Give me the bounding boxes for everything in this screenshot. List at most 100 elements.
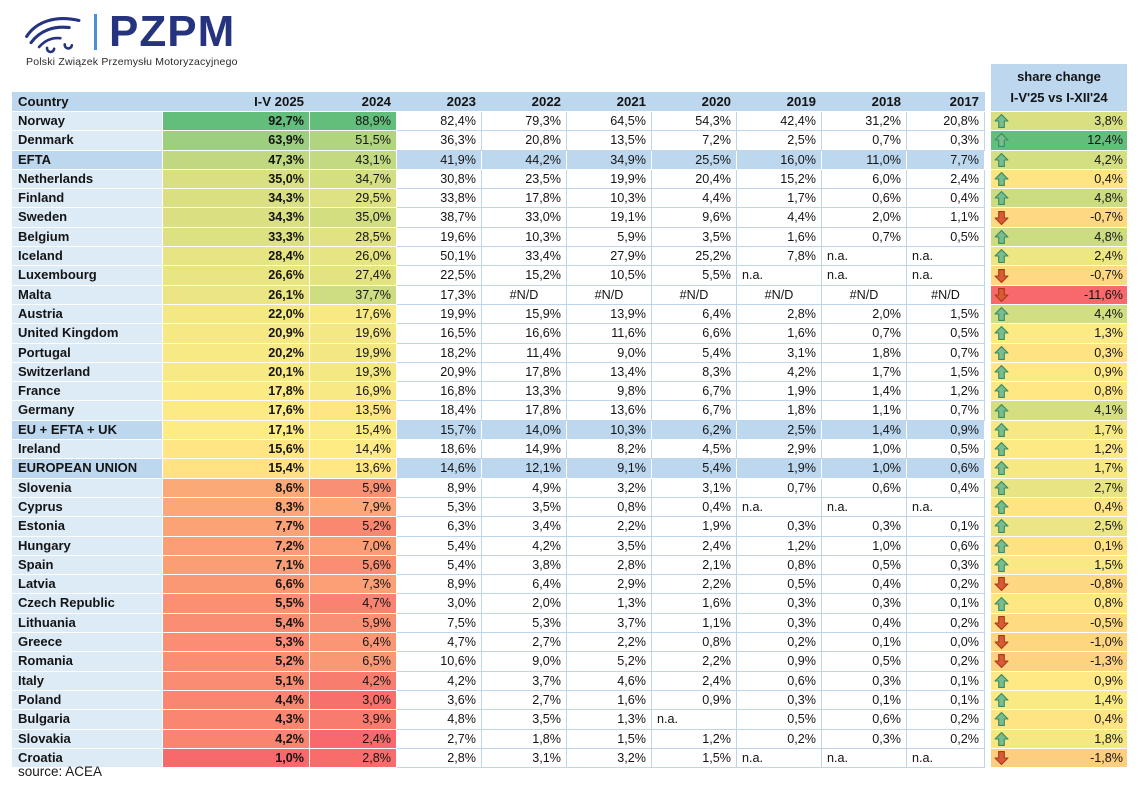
change-cell: -0,7% (985, 208, 1128, 228)
cell-2019: 0,9% (737, 652, 822, 672)
cell-iv-2025: 17,1% (163, 420, 310, 441)
table-row: Czech Republic 5,5% 4,7% 3,0% 2,0% 1,3% 1,6% 0,… (12, 594, 1128, 614)
cell-2017: 0,2% (907, 729, 985, 749)
cell-2022: 3,8% (482, 555, 567, 576)
table-row: Cyprus 8,3% 7,9% 5,3% 3,5% 0,8% 0,4% n.a. n.a. n.… (12, 497, 1128, 518)
change-value: 0,9% (1094, 673, 1123, 688)
country-cell: Poland (12, 690, 163, 711)
cell-2022: 17,8% (482, 401, 567, 421)
cell-2024: 26,0% (310, 247, 397, 267)
cell-2017: 0,1% (907, 671, 985, 691)
cell-2023: 15,7% (397, 420, 482, 441)
up-arrow-icon (994, 461, 1009, 476)
change-cell: -1,3% (985, 652, 1128, 672)
cell-2018: 1,0% (822, 536, 907, 556)
change-cell: -1,8% (985, 748, 1128, 769)
cell-2018: 2,0% (822, 208, 907, 228)
down-arrow-icon (994, 615, 1009, 630)
cell-2017: 0,2% (907, 710, 985, 730)
cell-2023: 18,4% (397, 401, 482, 421)
cell-2023: 4,8% (397, 710, 482, 730)
cell-2021: 2,8% (567, 555, 652, 576)
cell-2023: 30,8% (397, 169, 482, 190)
cell-2023: 3,0% (397, 594, 482, 614)
cell-2021: 11,6% (567, 324, 652, 344)
cell-2022: 3,7% (482, 671, 567, 691)
change-value: 0,1% (1094, 538, 1123, 553)
cell-2017: 0,5% (907, 324, 985, 344)
cell-2020: 8,3% (652, 362, 737, 383)
cell-2024: 7,3% (310, 575, 397, 595)
cell-2024: 13,5% (310, 401, 397, 421)
change-value: 0,9% (1094, 364, 1123, 379)
cell-2024: 4,7% (310, 594, 397, 614)
cell-iv-2025: 26,1% (163, 285, 310, 305)
cell-2018: 0,7% (822, 324, 907, 344)
cell-2021: 8,2% (567, 440, 652, 460)
cell-2024: 88,9% (310, 112, 397, 132)
cell-2024: 6,5% (310, 652, 397, 672)
cell-iv-2025: 5,2% (163, 652, 310, 672)
change-value: -0,7% (1090, 210, 1123, 225)
cell-2022: #N/D (482, 285, 567, 305)
table-row: Slovenia 8,6% 5,9% 8,9% 4,9% 3,2% 3,1% 0,7% 0,6%… (12, 478, 1128, 498)
cell-2018: 0,5% (822, 652, 907, 672)
change-cell: 0,8% (985, 382, 1128, 402)
cell-2017: 0,7% (907, 401, 985, 421)
up-arrow-icon (994, 365, 1009, 379)
down-arrow-icon (994, 287, 1009, 302)
cell-iv-2025: 4,2% (163, 729, 310, 749)
country-cell: Malta (12, 285, 163, 305)
cell-2017: 0,4% (907, 478, 985, 498)
cell-2020: 25,5% (652, 150, 737, 170)
change-value: 4,2% (1094, 152, 1123, 167)
change-value: 2,5% (1094, 519, 1123, 534)
table-row: Lithuania 5,4% 5,9% 7,5% 5,3% 3,7% 1,1% 0,3% 0,4… (12, 613, 1128, 634)
cell-2020: 4,5% (652, 440, 737, 460)
cell-2020: 6,4% (652, 304, 737, 325)
cell-2018: 0,3% (822, 729, 907, 749)
table-row: Portugal 20,2% 19,9% 18,2% 11,4% 9,0% 5,4% 3,1%… (12, 343, 1128, 363)
cell-2020: 1,9% (652, 517, 737, 537)
cell-2017: 0,9% (907, 420, 985, 441)
column-header-2024: 2024 (310, 92, 397, 112)
up-arrow-icon (994, 538, 1009, 553)
down-arrow-icon (994, 210, 1009, 225)
cell-2023: 38,7% (397, 208, 482, 228)
change-value: 4,1% (1094, 403, 1123, 418)
column-header-row: Country I-V 2025 2024 2023 2022 2021 202… (12, 92, 1128, 112)
cell-2022: 2,0% (482, 594, 567, 614)
cell-2024: 3,9% (310, 710, 397, 730)
cell-2020: #N/D (652, 285, 737, 305)
cell-2018: 1,8% (822, 343, 907, 363)
up-arrow-icon (994, 673, 1009, 688)
change-value: 1,2% (1094, 442, 1123, 457)
cell-2018: 0,1% (822, 633, 907, 653)
cell-2019: 1,7% (737, 189, 822, 209)
change-cell: 1,2% (985, 440, 1128, 460)
cell-iv-2025: 17,8% (163, 382, 310, 402)
country-cell: Latvia (12, 575, 163, 595)
cell-2022: 10,3% (482, 227, 567, 248)
share-change-header: share change I-V'25 vs I-XII'24 (985, 64, 1128, 112)
change-value: 0,8% (1094, 384, 1123, 399)
change-value: 4,4% (1094, 306, 1123, 321)
cell-2020: 4,4% (652, 189, 737, 209)
cell-2018: 0,4% (822, 575, 907, 595)
cell-2021: 64,5% (567, 112, 652, 132)
cell-2022: 20,8% (482, 131, 567, 151)
change-cell: -0,5% (985, 613, 1128, 634)
country-cell: Luxembourg (12, 266, 163, 286)
change-value: 0,4% (1094, 712, 1123, 727)
cell-2018: 0,6% (822, 710, 907, 730)
cell-2020: 1,5% (652, 748, 737, 769)
cell-2020: 1,1% (652, 613, 737, 634)
country-cell: Denmark (12, 131, 163, 151)
country-cell: United Kingdom (12, 324, 163, 344)
cell-2018: 1,1% (822, 401, 907, 421)
cell-2017: n.a. (907, 497, 985, 518)
cell-2017: n.a. (907, 266, 985, 286)
cell-iv-2025: 5,5% (163, 594, 310, 614)
cell-iv-2025: 33,3% (163, 227, 310, 248)
country-cell: Spain (12, 555, 163, 576)
